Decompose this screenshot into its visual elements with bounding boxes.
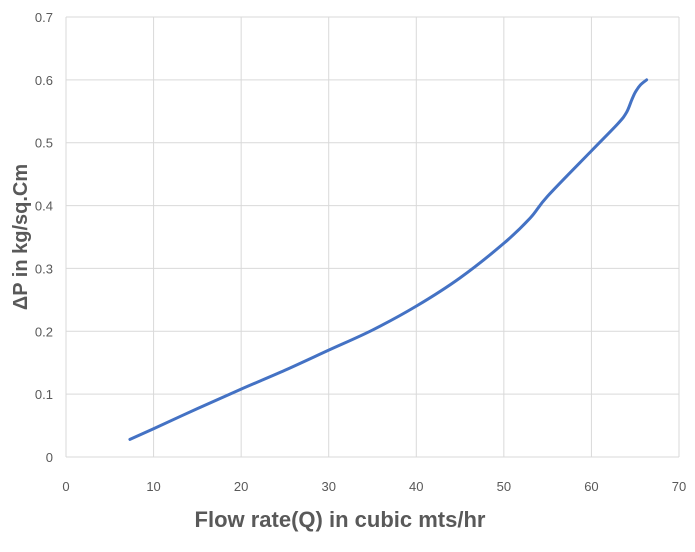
y-tick-label: 0.1 <box>35 387 53 402</box>
x-tick-label: 20 <box>234 479 248 494</box>
y-axis-title: ΔP in kg/sq.Cm <box>10 164 32 310</box>
y-tick-label: 0 <box>46 450 53 465</box>
x-axis-ticks: 0 10 20 30 40 50 60 70 <box>62 479 686 494</box>
series-line <box>128 78 649 441</box>
x-tick-label: 50 <box>497 479 511 494</box>
y-tick-label: 0.6 <box>35 73 53 88</box>
y-tick-label: 0.3 <box>35 261 53 276</box>
x-tick-label: 60 <box>584 479 598 494</box>
gridlines <box>65 16 680 458</box>
x-tick-label: 10 <box>146 479 160 494</box>
x-tick-label: 70 <box>672 479 686 494</box>
y-tick-label: 0.2 <box>35 324 53 339</box>
x-tick-label: 0 <box>62 479 69 494</box>
y-tick-label: 0.7 <box>35 10 53 25</box>
y-tick-label: 0.5 <box>35 136 53 151</box>
series-layer <box>128 78 649 441</box>
x-axis-title: Flow rate(Q) in cubic mts/hr <box>195 507 486 532</box>
y-axis-ticks: 0 0.1 0.2 0.3 0.4 0.5 0.6 0.7 <box>35 10 53 465</box>
y-tick-label: 0.4 <box>35 199 53 214</box>
x-tick-label: 40 <box>409 479 423 494</box>
x-tick-label: 30 <box>321 479 335 494</box>
